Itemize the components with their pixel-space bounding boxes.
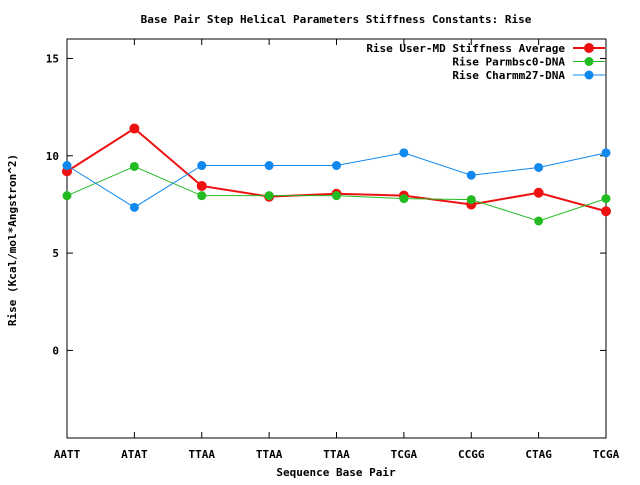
data-point xyxy=(466,195,476,205)
data-point xyxy=(534,162,544,172)
data-point xyxy=(197,191,207,201)
series-layer xyxy=(62,123,611,226)
data-point xyxy=(129,202,139,212)
x-tick-label: CTAG xyxy=(525,448,552,461)
y-tick-label: 15 xyxy=(46,52,59,65)
x-tick-label: ATAT xyxy=(121,448,148,461)
chart-title: Base Pair Step Helical Parameters Stiffn… xyxy=(141,13,532,26)
y-axis-label: Rise (Kcal/mol*Angstron^2) xyxy=(6,154,19,326)
legend-label: Rise Parmbsc0-DNA xyxy=(452,56,565,69)
data-point xyxy=(264,161,274,171)
data-point xyxy=(534,216,544,226)
data-point xyxy=(197,161,207,171)
data-point xyxy=(332,161,341,171)
legend-marker xyxy=(584,43,594,53)
data-point xyxy=(264,191,274,201)
legend-label: Rise Charmm27-DNA xyxy=(452,69,565,82)
y-tick-label: 0 xyxy=(52,344,59,357)
x-tick-label: CCGG xyxy=(458,448,485,461)
x-tick-label: TCGA xyxy=(593,448,620,461)
axis-ticks: 0 5 10 15 AATT ATAT TTAA TTAA TTAA TCGA CCGG CTAG TC… xyxy=(46,39,620,461)
legend-marker xyxy=(584,70,594,80)
x-tick-label: TTAA xyxy=(189,448,216,461)
data-point xyxy=(62,191,72,201)
data-point xyxy=(466,170,476,180)
x-axis-label: Sequence Base Pair xyxy=(276,466,396,479)
data-point xyxy=(129,123,140,134)
legend-label: Rise User-MD Stiffness Average xyxy=(366,42,565,55)
y-tick-label: 5 xyxy=(52,247,59,260)
data-point xyxy=(129,161,139,171)
data-point xyxy=(601,194,611,204)
data-point xyxy=(332,191,341,201)
data-point xyxy=(601,148,611,158)
x-tick-label: AATT xyxy=(54,448,81,461)
y-tick-label: 10 xyxy=(46,150,59,163)
data-point xyxy=(601,206,611,217)
plot-frame xyxy=(66,38,607,439)
x-tick-label: TCGA xyxy=(391,448,418,461)
data-point xyxy=(399,194,409,204)
data-point xyxy=(196,180,207,191)
x-tick-label: TTAA xyxy=(256,448,283,461)
data-point xyxy=(399,148,409,158)
data-point xyxy=(533,187,544,198)
legend-marker xyxy=(584,57,594,66)
x-tick-label: TTAA xyxy=(323,448,350,461)
data-point xyxy=(62,161,72,171)
